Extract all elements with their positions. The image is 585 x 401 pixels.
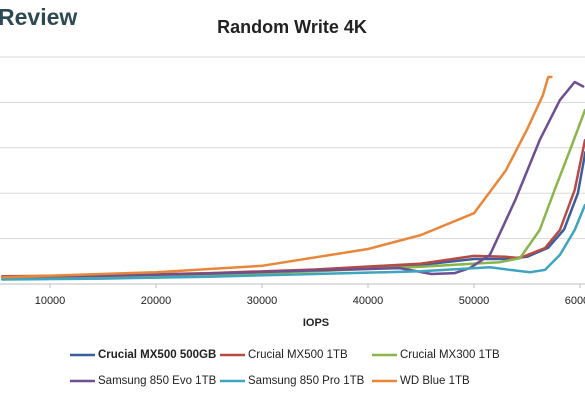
series-line <box>1 203 585 281</box>
x-tick-label: 50000 <box>459 295 490 307</box>
x-tick-label: 60000 <box>565 295 585 307</box>
series-line <box>1 108 585 280</box>
chart-title: Random Write 4K <box>217 17 367 37</box>
x-tick-label: 20000 <box>141 295 172 307</box>
series-line <box>1 138 585 278</box>
legend-label: Samsung 850 Pro 1TB <box>248 375 365 387</box>
legend-label: WD Blue 1TB <box>400 375 470 387</box>
x-tick-label: 30000 <box>247 295 278 307</box>
series-line <box>1 75 553 279</box>
x-tick-label: 40000 <box>353 295 384 307</box>
brand: Review <box>0 4 77 30</box>
legend-label: Samsung 850 Evo 1TB <box>98 375 217 387</box>
x-axis-label: IOPS <box>303 317 329 329</box>
legend-label: Crucial MX500 1TB <box>248 349 348 361</box>
legend-label: Crucial MX300 1TB <box>400 349 500 361</box>
legend-label: Crucial MX500 500GB <box>98 349 216 361</box>
series-line <box>1 151 585 279</box>
series-line <box>1 80 585 278</box>
x-tick-label: 10000 <box>35 295 66 307</box>
